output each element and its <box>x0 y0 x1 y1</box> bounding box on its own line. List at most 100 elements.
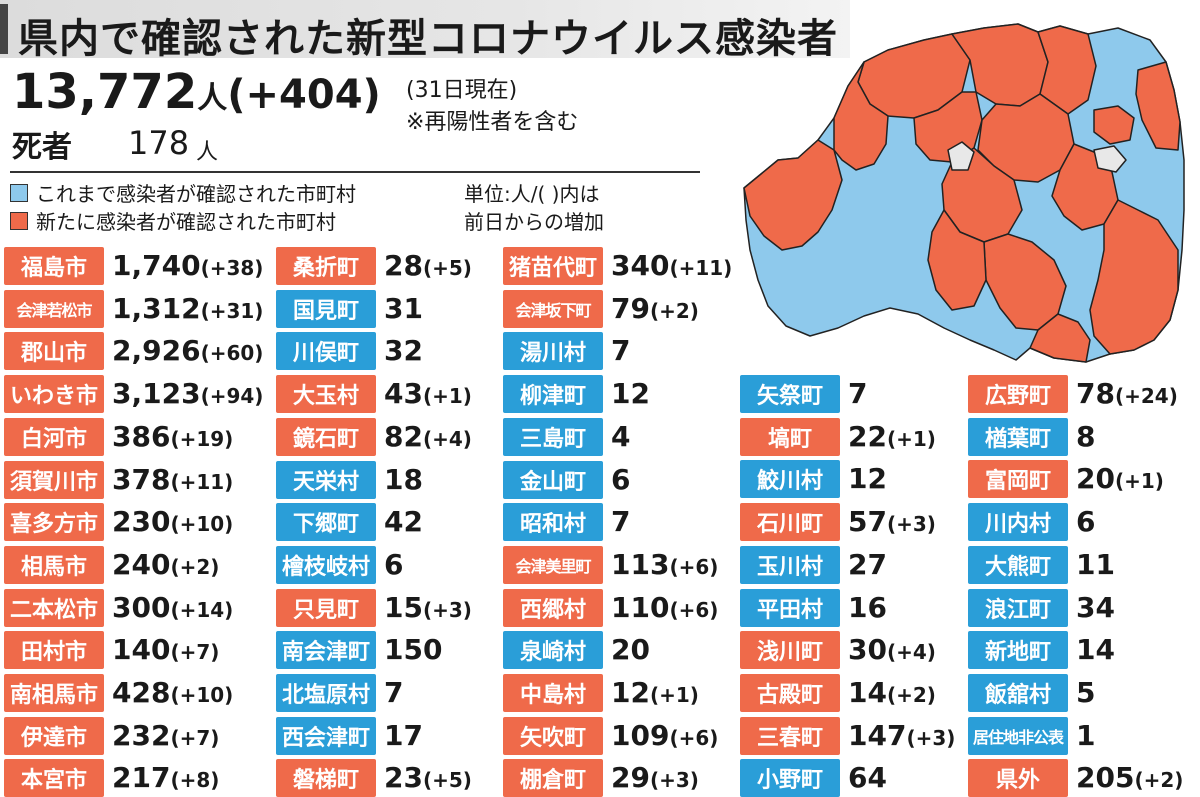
case-count: 64 <box>848 761 887 794</box>
case-count: 57(+3) <box>848 505 936 538</box>
case-diff: (+38) <box>200 256 264 280</box>
case-count: 7 <box>848 377 867 410</box>
municipality-name: 北塩原村 <box>276 674 376 712</box>
map-region-southeast <box>1089 199 1179 355</box>
map-region-south-2 <box>1029 313 1091 363</box>
case-count-value: 42 <box>384 505 423 539</box>
legend-new-label: 新たに感染者が確認された市町村 <box>36 210 336 234</box>
case-diff: (+2) <box>1134 768 1184 793</box>
case-count-value: 110 <box>611 590 670 624</box>
case-count-value: 34 <box>1076 590 1115 624</box>
municipality-name: 飯舘村 <box>968 673 1068 712</box>
case-count: 42 <box>384 505 423 538</box>
municipality-name: 昭和村 <box>503 503 603 542</box>
case-count: 4 <box>611 420 630 453</box>
case-count-value: 20 <box>1076 462 1115 496</box>
municipality-name: 鮫川村 <box>740 460 840 499</box>
case-count: 14(+2) <box>848 676 936 709</box>
case-diff: (+2) <box>170 554 220 579</box>
municipality-name: 石川町 <box>740 503 840 542</box>
municipality-name: 伊達市 <box>4 716 104 755</box>
total-unit: 人 <box>197 81 228 116</box>
case-count-value: 205 <box>1076 761 1135 795</box>
case-count-value: 20 <box>611 633 650 667</box>
municipality-name: 喜多方市 <box>4 503 104 542</box>
municipality-name: 川内村 <box>968 503 1068 542</box>
municipality-name: 桑折町 <box>276 247 376 285</box>
case-count-value: 64 <box>848 761 887 795</box>
case-count: 12(+1) <box>611 676 699 709</box>
case-count-value: 232 <box>112 718 171 752</box>
municipality-name: 田村市 <box>4 631 104 670</box>
municipality-name: 相馬市 <box>4 545 104 584</box>
case-count-value: 11 <box>1076 547 1115 581</box>
case-count: 12 <box>611 377 650 410</box>
case-count: 150 <box>384 633 442 666</box>
municipality-name: 鏡石町 <box>276 417 376 456</box>
case-count: 7 <box>611 334 630 367</box>
case-count-value: 150 <box>384 633 443 667</box>
title-bar: 県内で確認された新型コロナウイルス感染者 <box>0 0 850 62</box>
case-count-value: 17 <box>384 718 423 752</box>
case-count: 29(+3) <box>611 761 699 794</box>
case-count-value: 12 <box>848 462 887 496</box>
municipality-name: 南相馬市 <box>4 674 104 712</box>
case-count: 43(+1) <box>384 377 472 410</box>
case-count-value: 1 <box>1076 718 1096 752</box>
case-count: 16 <box>848 591 887 624</box>
case-count: 20(+1) <box>1076 462 1164 495</box>
municipality-name: 矢吹町 <box>503 716 603 755</box>
case-diff: (+6) <box>669 554 719 579</box>
case-count-value: 300 <box>112 590 171 624</box>
case-count: 147(+3) <box>848 719 955 752</box>
map-region-west-2 <box>833 61 889 171</box>
municipality-name: 三春町 <box>740 716 840 755</box>
case-diff: (+5) <box>422 256 472 280</box>
case-count-value: 7 <box>848 377 868 410</box>
case-diff: (+1) <box>1114 469 1164 494</box>
case-count-value: 82 <box>384 419 423 453</box>
case-count: 7 <box>611 505 630 538</box>
map-region-coast-north <box>1135 61 1181 151</box>
case-count-value: 28 <box>384 249 423 282</box>
case-count-value: 6 <box>1076 505 1096 539</box>
case-count-value: 7 <box>611 334 631 368</box>
municipality-name: 中島村 <box>503 674 603 712</box>
municipality-name: 棚倉町 <box>503 759 603 797</box>
case-count-value: 1,312 <box>112 291 201 325</box>
case-count: 230(+10) <box>112 505 233 538</box>
case-count: 240(+2) <box>112 548 219 581</box>
case-count: 27 <box>848 548 887 581</box>
case-count-value: 230 <box>112 505 171 539</box>
municipality-name: 居住地非公表 <box>968 716 1068 755</box>
case-count: 15(+3) <box>384 591 472 624</box>
case-count-value: 16 <box>848 590 887 624</box>
municipality-name: 大熊町 <box>968 545 1068 584</box>
case-diff: (+5) <box>422 768 472 793</box>
municipality-name: 南会津町 <box>276 631 376 670</box>
municipality-name: 川俣町 <box>276 332 376 371</box>
municipality-name: 会津坂下町 <box>503 289 603 328</box>
case-diff: (+1) <box>886 426 936 451</box>
case-count-value: 386 <box>112 419 171 453</box>
municipality-name: 本宮市 <box>4 759 104 797</box>
municipality-name: 檜枝岐村 <box>276 545 376 584</box>
case-count: 11 <box>1076 548 1115 581</box>
case-diff: (+3) <box>906 725 956 750</box>
case-count: 82(+4) <box>384 420 472 453</box>
map-region-west-1 <box>743 139 843 251</box>
case-count: 140(+7) <box>112 633 219 666</box>
map-region-none-2 <box>1093 145 1127 173</box>
municipality-name: 下郷町 <box>276 503 376 542</box>
case-count-value: 217 <box>112 761 171 795</box>
municipality-name: 泉崎村 <box>503 631 603 670</box>
case-diff: (+94) <box>200 384 264 409</box>
deaths-label: 死者 <box>12 130 72 165</box>
case-count: 386(+19) <box>112 420 233 453</box>
case-diff: (+1) <box>422 384 472 409</box>
case-count-value: 30 <box>848 633 887 667</box>
municipality-name: 金山町 <box>503 460 603 499</box>
case-diff: (+24) <box>1114 384 1178 408</box>
case-count-value: 7 <box>611 505 631 539</box>
case-diff: (+2) <box>886 682 936 707</box>
